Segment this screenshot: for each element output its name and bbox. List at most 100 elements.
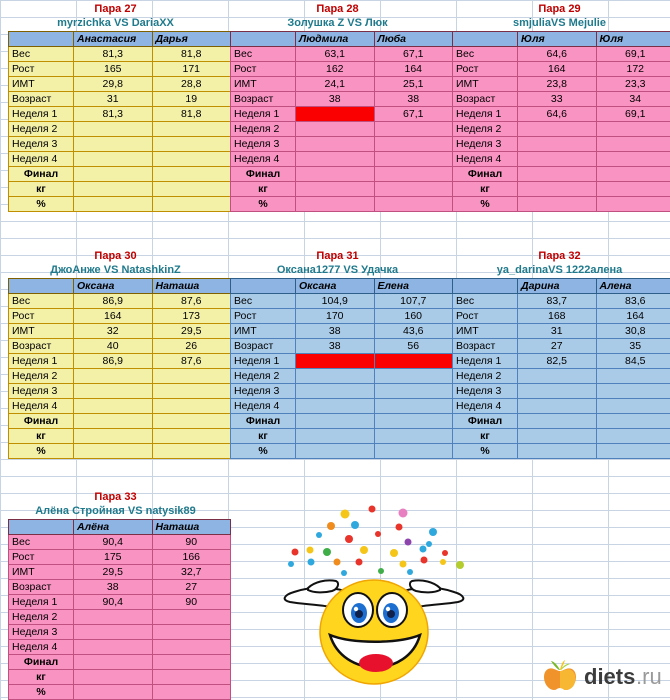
data-cell[interactable] <box>295 383 375 399</box>
data-cell[interactable]: 23,3 <box>595 76 670 92</box>
data-cell[interactable] <box>373 121 453 137</box>
data-cell[interactable] <box>373 413 453 429</box>
data-cell[interactable] <box>517 181 597 197</box>
data-cell[interactable] <box>295 106 375 122</box>
data-cell[interactable]: 87,6 <box>151 353 231 369</box>
data-cell[interactable] <box>73 383 153 399</box>
data-cell[interactable]: 164 <box>517 61 597 77</box>
data-cell[interactable] <box>595 383 670 399</box>
data-cell[interactable] <box>373 398 453 414</box>
data-cell[interactable] <box>595 151 670 167</box>
data-cell[interactable] <box>295 428 375 444</box>
data-cell[interactable] <box>151 121 231 137</box>
data-cell[interactable]: 29,5 <box>73 564 153 580</box>
data-cell[interactable]: 171 <box>151 61 231 77</box>
data-cell[interactable]: 27 <box>151 579 231 595</box>
data-cell[interactable]: 24,1 <box>295 76 375 92</box>
data-cell[interactable] <box>595 121 670 137</box>
data-cell[interactable]: 19 <box>151 91 231 107</box>
data-cell[interactable]: 69,1 <box>595 106 670 122</box>
data-cell[interactable] <box>73 639 153 655</box>
data-cell[interactable]: 172 <box>595 61 670 77</box>
data-cell[interactable] <box>295 196 375 212</box>
data-cell[interactable]: 31 <box>517 323 597 339</box>
data-cell[interactable]: 90,4 <box>73 534 153 550</box>
data-cell[interactable] <box>517 398 597 414</box>
data-cell[interactable] <box>151 398 231 414</box>
data-cell[interactable] <box>151 181 231 197</box>
data-cell[interactable] <box>517 413 597 429</box>
data-cell[interactable]: 27 <box>517 338 597 354</box>
data-cell[interactable]: 90 <box>151 534 231 550</box>
data-cell[interactable] <box>373 353 453 369</box>
data-cell[interactable]: 40 <box>73 338 153 354</box>
data-cell[interactable]: 38 <box>73 579 153 595</box>
data-cell[interactable]: 84,5 <box>595 353 670 369</box>
data-cell[interactable] <box>151 669 231 685</box>
data-cell[interactable] <box>151 639 231 655</box>
data-cell[interactable]: 86,9 <box>73 353 153 369</box>
data-cell[interactable]: 86,9 <box>73 293 153 309</box>
data-cell[interactable]: 83,6 <box>595 293 670 309</box>
data-cell[interactable] <box>73 136 153 152</box>
data-cell[interactable] <box>151 368 231 384</box>
data-cell[interactable]: 81,3 <box>73 46 153 62</box>
data-cell[interactable]: 164 <box>373 61 453 77</box>
data-cell[interactable]: 81,8 <box>151 46 231 62</box>
data-cell[interactable] <box>595 166 670 182</box>
data-cell[interactable] <box>595 136 670 152</box>
data-cell[interactable] <box>295 368 375 384</box>
data-cell[interactable] <box>595 413 670 429</box>
data-cell[interactable]: 23,8 <box>517 76 597 92</box>
data-cell[interactable]: 104,9 <box>295 293 375 309</box>
data-cell[interactable]: 34 <box>595 91 670 107</box>
data-cell[interactable] <box>151 413 231 429</box>
data-cell[interactable]: 38 <box>373 91 453 107</box>
data-cell[interactable] <box>595 181 670 197</box>
data-cell[interactable] <box>517 151 597 167</box>
data-cell[interactable] <box>73 196 153 212</box>
data-cell[interactable] <box>373 181 453 197</box>
data-cell[interactable] <box>73 398 153 414</box>
data-cell[interactable]: 175 <box>73 549 153 565</box>
data-cell[interactable] <box>373 443 453 459</box>
data-cell[interactable] <box>151 166 231 182</box>
data-cell[interactable] <box>595 428 670 444</box>
data-cell[interactable]: 162 <box>295 61 375 77</box>
data-cell[interactable]: 107,7 <box>373 293 453 309</box>
data-cell[interactable]: 32,7 <box>151 564 231 580</box>
data-cell[interactable]: 173 <box>151 308 231 324</box>
data-cell[interactable]: 31 <box>73 91 153 107</box>
data-cell[interactable]: 87,6 <box>151 293 231 309</box>
data-cell[interactable] <box>151 609 231 625</box>
data-cell[interactable] <box>73 654 153 670</box>
data-cell[interactable] <box>151 684 231 700</box>
data-cell[interactable] <box>73 443 153 459</box>
data-cell[interactable]: 67,1 <box>373 46 453 62</box>
data-cell[interactable]: 28,8 <box>151 76 231 92</box>
data-cell[interactable] <box>595 368 670 384</box>
data-cell[interactable]: 30,8 <box>595 323 670 339</box>
data-cell[interactable] <box>295 121 375 137</box>
data-cell[interactable] <box>295 181 375 197</box>
data-cell[interactable] <box>151 428 231 444</box>
data-cell[interactable] <box>73 624 153 640</box>
data-cell[interactable]: 81,3 <box>73 106 153 122</box>
data-cell[interactable]: 64,6 <box>517 106 597 122</box>
data-cell[interactable]: 35 <box>595 338 670 354</box>
data-cell[interactable]: 90 <box>151 594 231 610</box>
data-cell[interactable] <box>517 196 597 212</box>
data-cell[interactable] <box>295 353 375 369</box>
data-cell[interactable] <box>73 669 153 685</box>
data-cell[interactable] <box>73 684 153 700</box>
data-cell[interactable]: 25,1 <box>373 76 453 92</box>
data-cell[interactable]: 43,6 <box>373 323 453 339</box>
data-cell[interactable] <box>73 428 153 444</box>
data-cell[interactable] <box>151 624 231 640</box>
data-cell[interactable]: 170 <box>295 308 375 324</box>
data-cell[interactable] <box>151 136 231 152</box>
data-cell[interactable]: 63,1 <box>295 46 375 62</box>
data-cell[interactable]: 164 <box>595 308 670 324</box>
data-cell[interactable] <box>151 654 231 670</box>
data-cell[interactable]: 64,6 <box>517 46 597 62</box>
